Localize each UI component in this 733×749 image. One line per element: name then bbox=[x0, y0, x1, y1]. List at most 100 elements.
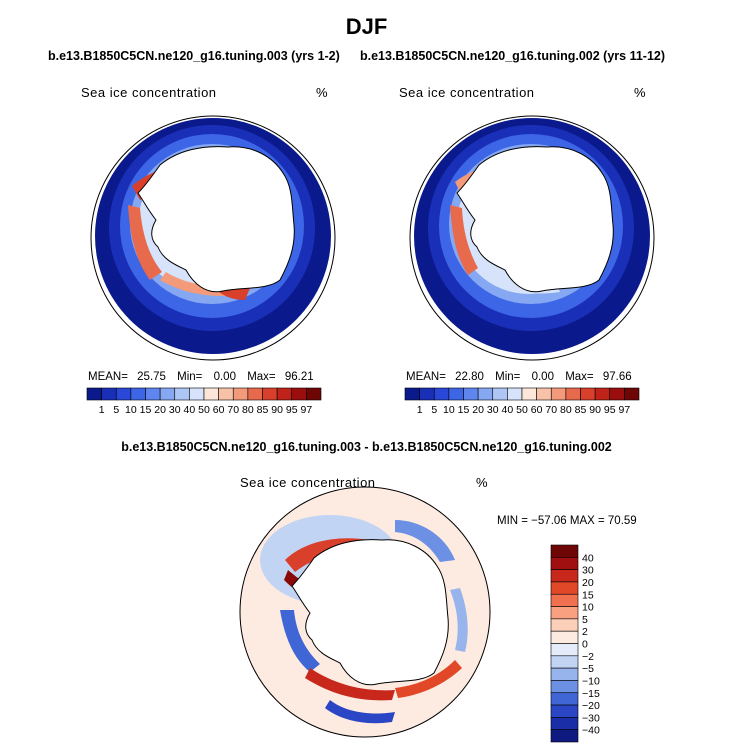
panel-2-colorbar-swatch bbox=[594, 387, 611, 401]
panel-2-colorbar-tick-label: 10 bbox=[443, 404, 455, 416]
panel-2-colorbar-tick-label: 60 bbox=[531, 404, 543, 416]
panel-1-colorbar-tick-label: 30 bbox=[169, 404, 181, 416]
difference-title: b.e13.B1850C5CN.ne120_g16.tuning.003 - b… bbox=[121, 440, 612, 454]
panel-1-colorbar-swatch bbox=[101, 387, 117, 401]
page-title: DJF bbox=[345, 14, 388, 39]
panel-2-colorbar-swatch bbox=[433, 387, 450, 401]
difference-colorbar-tick-label: −20 bbox=[582, 700, 600, 712]
panel-1-colorbar-swatch bbox=[86, 387, 102, 401]
panel-2-colorbar-swatch bbox=[404, 387, 420, 401]
panel-1-colorbar-swatch bbox=[130, 387, 146, 401]
panel-2-max-value: 97.66 bbox=[602, 371, 632, 383]
panel-1-colorbar-swatch bbox=[174, 387, 190, 401]
panel-1-colorbar-tick-label: 20 bbox=[154, 404, 166, 416]
panel-1-colorbar-tick-label: 70 bbox=[227, 404, 239, 416]
difference-stats: MIN = −57.06 MAX = 70.59 bbox=[497, 515, 637, 527]
difference-colorbar-tick-label: −40 bbox=[582, 725, 600, 737]
panel-1-mean-value: 25.75 bbox=[137, 371, 166, 383]
panel-2-colorbar-tick-label: 1 bbox=[417, 404, 423, 416]
panel-1-min-label: Min= bbox=[177, 371, 203, 383]
difference-colorbar-tick-label: 40 bbox=[582, 552, 594, 564]
difference-colorbar-tick-label: 0 bbox=[582, 639, 588, 651]
panel-2-colorbar-swatch bbox=[507, 387, 523, 401]
panel-1-colorbar-swatch bbox=[276, 387, 293, 401]
panel-2-colorbar-tick-label: 20 bbox=[472, 404, 484, 416]
difference-colorbar-swatch bbox=[550, 667, 579, 681]
panel-1-colorbar-swatch bbox=[247, 387, 263, 401]
difference-colorbar-tick-label: −15 bbox=[582, 688, 600, 700]
panel-2-colorbar-tick-label: 15 bbox=[458, 404, 470, 416]
difference-colorbar-swatch bbox=[550, 581, 579, 595]
difference-colorbar-swatch bbox=[550, 557, 579, 570]
panel-1-colorbar-tick-label: 10 bbox=[125, 404, 137, 416]
panel-2-variable-label: Sea ice concentration bbox=[399, 85, 535, 100]
panel-1-colorbar: 1 5 10 15 20 30 40 50 60 70 80 85 90 95 97 bbox=[86, 387, 322, 416]
difference-units-label: % bbox=[476, 475, 489, 490]
panel-2-max-label: Max= bbox=[565, 371, 594, 383]
difference-colorbar-swatch bbox=[550, 630, 579, 644]
panel-2-stats: MEAN= 22.80 Min= 0.00 Max= 97.66 bbox=[406, 371, 632, 383]
panel-1-colorbar-tick-label: 15 bbox=[140, 404, 152, 416]
panel-1-colorbar-tick-label: 50 bbox=[198, 404, 210, 416]
difference-colorbar-swatch bbox=[550, 643, 579, 657]
difference-variable-label: Sea ice concentration bbox=[240, 475, 376, 490]
panel-2-map bbox=[409, 115, 655, 361]
panel-1-colorbar-swatch bbox=[218, 387, 234, 401]
difference-colorbar-swatch bbox=[550, 544, 579, 558]
panel-2-colorbar-tick-label: 30 bbox=[487, 404, 499, 416]
difference-colorbar-swatch bbox=[550, 618, 579, 632]
panel-2-colorbar-swatch bbox=[536, 387, 552, 401]
panel-1-colorbar-tick-label: 80 bbox=[242, 404, 254, 416]
panel-2-colorbar-swatch bbox=[609, 387, 625, 401]
panel-1-colorbar-swatch bbox=[232, 387, 249, 401]
panel-1-min-value: 0.00 bbox=[213, 371, 236, 383]
difference-colorbar-tick-label: 30 bbox=[582, 565, 594, 577]
panel-2-min-value: 0.00 bbox=[531, 371, 554, 383]
difference-colorbar-swatch bbox=[550, 606, 579, 620]
panel-1-colorbar-swatch bbox=[115, 387, 132, 401]
panel-2-colorbar-swatch bbox=[463, 387, 479, 401]
panel-2-colorbar-swatch bbox=[448, 387, 464, 401]
difference-colorbar-swatch bbox=[550, 717, 579, 730]
panel-2-colorbar-swatch bbox=[477, 387, 494, 401]
panel-1-colorbar-tick-label: 1 bbox=[99, 404, 105, 416]
panel-1-case-title: b.e13.B1850C5CN.ne120_g16.tuning.003 (yr… bbox=[48, 49, 340, 63]
difference-colorbar-swatch bbox=[550, 593, 579, 607]
difference-colorbar-tick-label: −10 bbox=[582, 675, 600, 687]
panel-2-colorbar-swatch bbox=[580, 387, 596, 401]
panel-1-colorbar-swatch bbox=[159, 387, 176, 401]
difference-colorbar-swatch bbox=[550, 569, 579, 583]
panel-1-colorbar-swatch bbox=[306, 387, 322, 401]
panel-1-units-label: % bbox=[316, 85, 329, 100]
panel-1-map bbox=[90, 115, 336, 361]
difference-colorbar-tick-label: −5 bbox=[582, 663, 594, 675]
panel-2-min-label: Min= bbox=[495, 371, 521, 383]
panel-2-colorbar-tick-label: 80 bbox=[560, 404, 572, 416]
panel-2-colorbar-tick-label: 40 bbox=[502, 404, 514, 416]
difference-colorbar-tick-label: 10 bbox=[582, 602, 594, 614]
panel-2-mean-label: MEAN= bbox=[406, 371, 446, 383]
panel-1-colorbar-swatch bbox=[291, 387, 307, 401]
difference-colorbar-swatch bbox=[550, 704, 579, 718]
difference-colorbar-tick-label: −30 bbox=[582, 712, 600, 724]
panel-2-case-title: b.e13.B1850C5CN.ne120_g16.tuning.002 (yr… bbox=[360, 49, 666, 63]
panel-1-stats: MEAN= 25.75 Min= 0.00 Max= 96.21 bbox=[88, 371, 314, 383]
panel-1-colorbar-tick-label: 90 bbox=[271, 404, 283, 416]
difference-map bbox=[239, 486, 491, 738]
panel-2-colorbar-swatch bbox=[624, 387, 640, 401]
panel-1-mean-label: MEAN= bbox=[88, 371, 128, 383]
panel-2-units-label: % bbox=[634, 85, 647, 100]
panel-1-colorbar-tick-label: 5 bbox=[113, 404, 119, 416]
difference-colorbar-tick-label: −2 bbox=[582, 651, 594, 663]
panel-2-colorbar-swatch bbox=[419, 387, 435, 401]
panel-2-colorbar-swatch bbox=[521, 387, 537, 401]
panel-2-colorbar-tick-label: 5 bbox=[431, 404, 437, 416]
panel-2-colorbar-tick-label: 97 bbox=[619, 404, 631, 416]
panel-2-mean-value: 22.80 bbox=[455, 371, 484, 383]
panel-2-colorbar-tick-label: 85 bbox=[575, 404, 587, 416]
panel-2-colorbar-tick-label: 95 bbox=[604, 404, 616, 416]
panel-2-colorbar-swatch bbox=[550, 387, 567, 401]
panel-2-colorbar-tick-label: 70 bbox=[545, 404, 557, 416]
difference-colorbar-tick-label: 2 bbox=[582, 626, 588, 638]
